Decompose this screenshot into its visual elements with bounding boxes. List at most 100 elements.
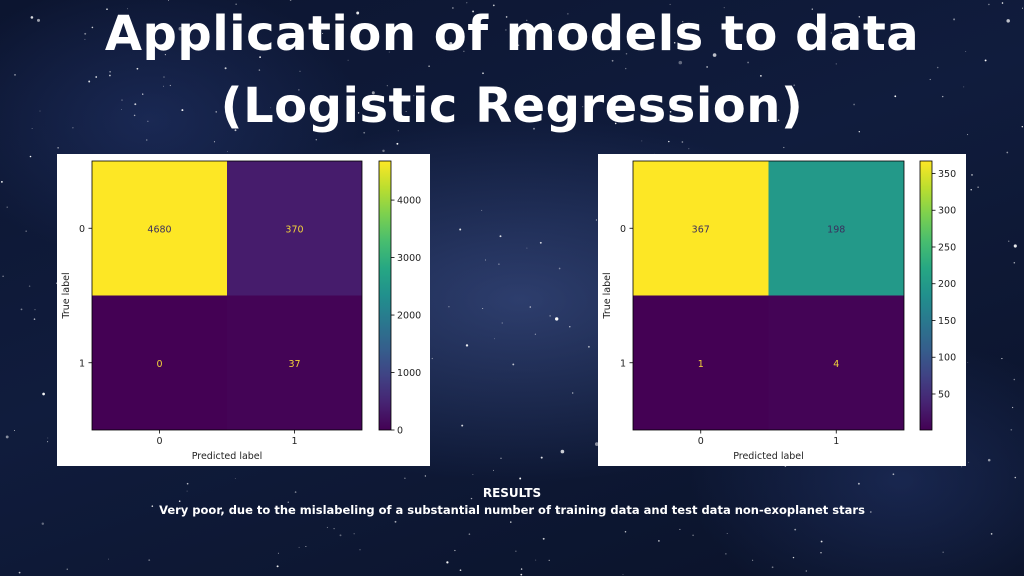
- star: [853, 103, 855, 106]
- star: [13, 430, 15, 431]
- colorbar-tick-label: 100: [938, 353, 956, 364]
- star: [688, 148, 690, 150]
- star: [169, 84, 171, 87]
- star: [830, 32, 832, 34]
- star: [14, 74, 16, 76]
- star: [963, 86, 965, 88]
- star: [449, 41, 453, 46]
- y-tick-label: 1: [79, 358, 85, 369]
- star: [405, 110, 407, 112]
- star: [298, 89, 300, 91]
- star: [542, 537, 545, 540]
- star: [493, 469, 494, 471]
- star: [614, 15, 616, 17]
- star: [777, 119, 780, 122]
- colorbar-tick-label: 250: [938, 242, 956, 253]
- star: [472, 473, 474, 475]
- star: [725, 553, 727, 555]
- star: [42, 392, 45, 396]
- star: [258, 69, 261, 71]
- colorbar-tick-label: 150: [938, 316, 956, 327]
- colorbar-tick-label: 2000: [397, 311, 421, 322]
- star: [305, 546, 307, 547]
- star: [587, 345, 590, 348]
- star: [970, 189, 972, 191]
- slide-title-line-1: Application of models to data: [104, 6, 920, 62]
- x-tick-label: 1: [833, 436, 839, 447]
- star: [227, 150, 228, 152]
- star: [359, 549, 361, 551]
- star: [611, 59, 614, 62]
- star: [1008, 240, 1010, 242]
- star: [424, 475, 427, 477]
- star: [66, 568, 68, 570]
- star: [25, 230, 27, 232]
- star: [28, 285, 31, 287]
- star: [622, 573, 624, 576]
- star: [649, 107, 652, 110]
- star: [669, 110, 672, 113]
- star: [560, 449, 565, 454]
- star: [162, 85, 165, 87]
- colorbar-tick-label: 0: [397, 426, 403, 437]
- y-tick-label: 0: [79, 224, 85, 235]
- star: [482, 308, 484, 309]
- star: [540, 456, 543, 459]
- star: [109, 71, 111, 73]
- star: [34, 309, 36, 311]
- star: [326, 526, 328, 529]
- star: [413, 95, 415, 97]
- star: [792, 556, 795, 559]
- star: [967, 134, 969, 136]
- star: [277, 552, 279, 554]
- star: [555, 317, 559, 321]
- star: [1013, 378, 1016, 381]
- star: [287, 501, 289, 503]
- star: [552, 29, 554, 31]
- star: [682, 20, 684, 23]
- star: [726, 532, 728, 534]
- star: [619, 511, 621, 513]
- star: [2, 275, 4, 277]
- star: [682, 118, 686, 121]
- star: [84, 38, 86, 40]
- star: [121, 99, 123, 101]
- star: [558, 510, 560, 512]
- slide-title-line-2: (Logistic Regression): [220, 78, 804, 134]
- star: [164, 54, 166, 56]
- star: [567, 13, 569, 15]
- star: [57, 147, 59, 149]
- star: [234, 477, 236, 479]
- star: [472, 10, 475, 13]
- star: [967, 362, 969, 363]
- star: [835, 63, 837, 65]
- star: [394, 520, 397, 523]
- star: [1, 181, 3, 183]
- star: [892, 473, 895, 476]
- star: [356, 11, 360, 15]
- matrix-cell: [92, 161, 227, 296]
- star: [47, 441, 49, 443]
- star: [520, 568, 523, 570]
- x-tick-label: 1: [291, 436, 297, 447]
- star: [641, 140, 643, 142]
- star: [1001, 358, 1003, 360]
- star: [468, 533, 471, 535]
- star: [805, 570, 807, 572]
- star: [549, 315, 551, 317]
- star: [519, 477, 522, 480]
- matrix-cell-value: 0: [156, 359, 162, 370]
- star: [452, 7, 454, 9]
- confusion-matrix-chart-test: 367 198 1 4 0 1 0 1 Predicted label True label 50 1…: [602, 160, 956, 462]
- star: [510, 521, 512, 523]
- star: [1021, 126, 1023, 128]
- star: [151, 505, 154, 507]
- star: [968, 461, 970, 463]
- confusion-matrix-panel-training: 4680 370 0 37 0 1 0 1 Predicted label True label 0…: [57, 154, 430, 466]
- matrix-cell-value: 370: [285, 224, 303, 235]
- star: [1006, 19, 1010, 23]
- star: [178, 26, 183, 31]
- star: [706, 66, 708, 68]
- star: [539, 241, 542, 244]
- star: [894, 95, 897, 98]
